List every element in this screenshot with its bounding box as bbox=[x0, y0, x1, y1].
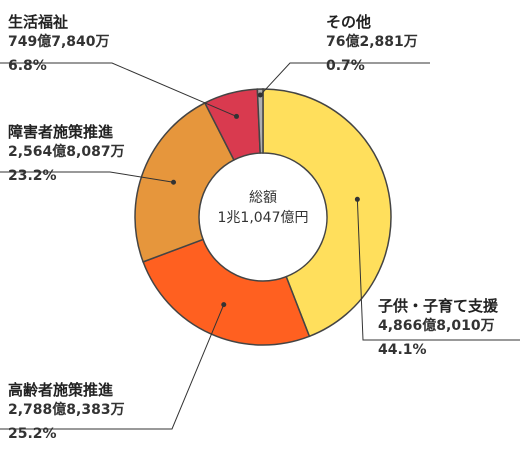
label-shogaisha: 障害者施策推進 2,564億8,087万 23.2% bbox=[8, 122, 125, 186]
label-sonota: その他 76億2,881万 0.7% bbox=[326, 12, 418, 76]
slice-2 bbox=[134, 101, 235, 263]
label-seikatsu-fukushi: 生活福祉 749億7,840万 6.8% bbox=[8, 12, 110, 76]
leader-1 bbox=[0, 302, 227, 430]
leader-4 bbox=[257, 62, 430, 98]
category-amount: 4,866億8,010万 bbox=[378, 318, 495, 334]
slices bbox=[134, 88, 392, 346]
category-percent: 25.2% bbox=[8, 426, 57, 442]
slice-4 bbox=[256, 88, 264, 154]
category-amount: 2,564億8,087万 bbox=[8, 144, 125, 160]
category-amount: 2,788億8,383万 bbox=[8, 402, 125, 418]
category-percent: 23.2% bbox=[8, 168, 57, 184]
category-name: 高齢者施策推進 bbox=[8, 381, 114, 399]
center-label: 総額 1兆1,047億円 bbox=[201, 188, 325, 228]
category-percent: 0.7% bbox=[326, 58, 365, 74]
category-name: 子供・子育て支援 bbox=[378, 297, 499, 315]
center-title: 総額 bbox=[249, 190, 277, 206]
category-percent: 6.8% bbox=[8, 58, 47, 74]
label-koreisha: 高齢者施策推進 2,788億8,383万 25.2% bbox=[8, 380, 125, 444]
center-total: 1兆1,047億円 bbox=[217, 210, 309, 226]
slice-0 bbox=[262, 88, 392, 338]
category-name: 障害者施策推進 bbox=[8, 123, 114, 141]
leader-2 bbox=[0, 171, 177, 185]
label-kodomo: 子供・子育て支援 4,866億8,010万 44.1% bbox=[378, 296, 498, 360]
leader-lines bbox=[0, 62, 520, 430]
category-name: 生活福祉 bbox=[8, 13, 69, 31]
slice-1 bbox=[142, 238, 311, 346]
leader-3 bbox=[0, 62, 240, 119]
category-amount: 76億2,881万 bbox=[326, 34, 418, 50]
category-percent: 44.1% bbox=[378, 342, 427, 358]
leader-0 bbox=[354, 196, 520, 341]
category-amount: 749億7,840万 bbox=[8, 34, 110, 50]
category-name: その他 bbox=[326, 13, 372, 31]
